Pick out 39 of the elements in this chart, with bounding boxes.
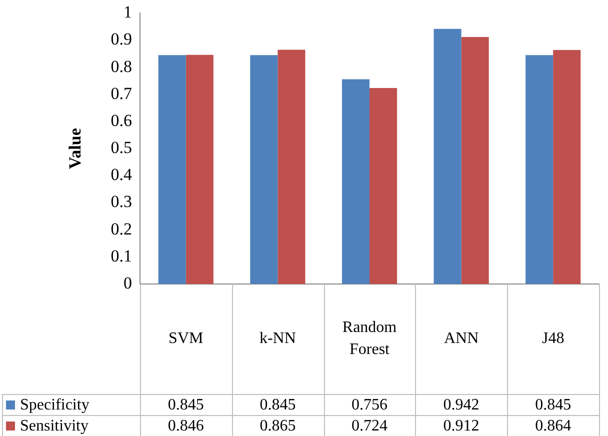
- bar: [158, 55, 186, 284]
- bar: [342, 79, 370, 284]
- y-tick-label: 0.8: [110, 56, 132, 76]
- y-tick-label: 0.6: [110, 110, 132, 130]
- bar: [553, 50, 581, 284]
- y-tick-label: 1: [124, 2, 132, 22]
- data-label: 0.865: [260, 418, 296, 435]
- bar: [278, 50, 306, 284]
- bar: [526, 55, 554, 284]
- data-label: 0.864: [535, 418, 572, 435]
- bar: [250, 55, 278, 284]
- legend-label: Specificity: [20, 396, 90, 414]
- y-tick-label: 0.3: [110, 192, 132, 212]
- y-tick-label: 0.7: [110, 84, 132, 103]
- bar: [186, 54, 214, 284]
- x-tick-label: J48: [542, 330, 564, 348]
- x-tick-label: k-NN: [259, 330, 296, 348]
- bar: [370, 88, 398, 284]
- data-label: 0.942: [443, 396, 480, 414]
- data-label: 0.846: [168, 418, 204, 435]
- data-label: 0.912: [443, 418, 480, 435]
- x-tick-label: ANN: [444, 330, 480, 348]
- y-tick-label: 0: [124, 273, 132, 292]
- data-label: 0.845: [260, 396, 296, 414]
- bar: [434, 28, 462, 284]
- data-label: 0.845: [168, 396, 204, 414]
- y-tick-label: 0.9: [110, 30, 132, 49]
- x-tick-label: Random Forest: [342, 319, 398, 358]
- y-axis-title: Value: [66, 128, 85, 170]
- bar: [461, 37, 489, 284]
- data-label: 0.845: [535, 396, 572, 414]
- data-label: 0.724: [352, 418, 388, 435]
- legend-label: Sensitivity: [20, 418, 88, 435]
- y-tick-label: 0.5: [110, 138, 132, 158]
- data-label: 0.756: [352, 396, 388, 414]
- y-tick-label: 0.1: [110, 246, 132, 266]
- y-tick-label: 0.4: [110, 165, 132, 184]
- y-tick-label: 0.2: [110, 219, 132, 238]
- x-tick-label: SVM: [168, 330, 204, 348]
